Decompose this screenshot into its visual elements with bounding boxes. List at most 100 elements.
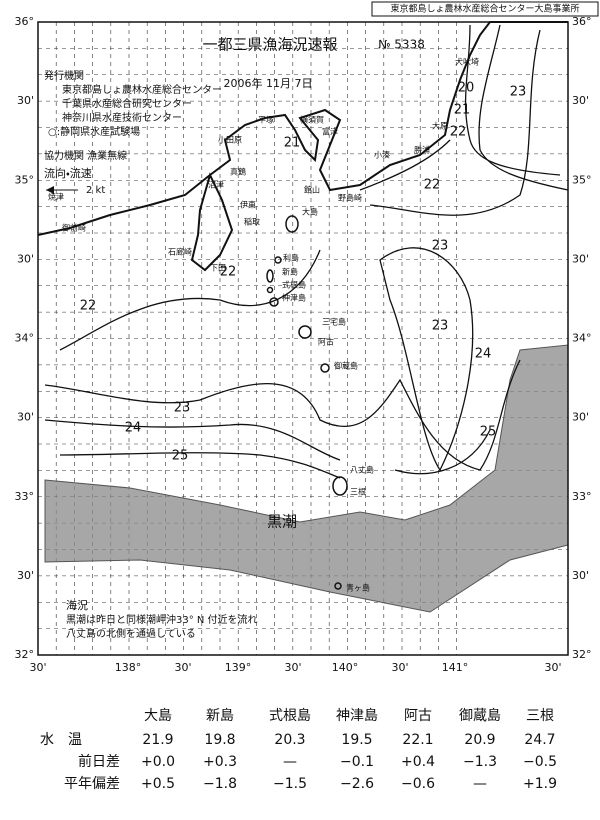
legend-arrowhead xyxy=(46,186,54,194)
longitude-label: 30' xyxy=(284,661,301,674)
table-cell: 20.3 xyxy=(274,732,305,748)
table-cell: — xyxy=(473,776,487,792)
latitude-label: 32° xyxy=(15,648,35,661)
stamp-box xyxy=(371,1,599,17)
latitude-label: 32° xyxy=(572,648,592,661)
table-header: 式根島 xyxy=(269,708,311,724)
kuroshio-label: 黒潮 xyxy=(267,513,297,531)
row-label: 平年偏差 xyxy=(64,776,120,792)
table-cell: 19.8 xyxy=(204,732,235,748)
place-name: 下田 xyxy=(210,264,226,273)
place-name: 利島 xyxy=(283,253,299,263)
row-label: 前日差 xyxy=(78,753,120,770)
isotherm-label: 23 xyxy=(432,319,449,334)
place-name: 館山 xyxy=(304,185,320,195)
table-header: 阿古 xyxy=(404,708,432,724)
kuroshio-band xyxy=(44,344,569,613)
table-cell: 20.9 xyxy=(464,732,495,748)
latitude-label: 35° xyxy=(572,173,592,186)
isotherm-label: 25 xyxy=(480,425,497,440)
place-name: 大原 xyxy=(432,121,448,131)
table-cell: 24.7 xyxy=(524,732,555,748)
isotherm-label: 25 xyxy=(172,449,189,464)
latitude-label: 30' xyxy=(17,252,34,265)
latitude-label: 30' xyxy=(17,94,34,107)
latitude-label: 33° xyxy=(15,490,35,503)
place-name: 阿古 xyxy=(318,337,334,347)
isotherm-label: 21 xyxy=(284,136,301,151)
table-cell: −1.5 xyxy=(273,776,307,792)
table-cell: +0.4 xyxy=(401,754,435,770)
table-cell: +0.5 xyxy=(141,776,175,792)
table-header: 三根 xyxy=(526,708,554,724)
place-name: 小田原 xyxy=(218,136,242,145)
title: 一都三県漁海況速報 xyxy=(202,36,337,54)
longitude-label: 141° xyxy=(442,661,469,674)
table-header: 新島 xyxy=(206,708,234,724)
place-name: 勝浦 xyxy=(414,145,430,155)
place-name: 神津島 xyxy=(282,293,306,303)
table-header: 御蔵島 xyxy=(459,708,501,724)
place-name: 野島崎 xyxy=(338,193,362,203)
date: 2006年 11月 7日 xyxy=(224,76,313,90)
longitude-label: 139° xyxy=(225,661,252,674)
longitude-label: 30' xyxy=(29,661,46,674)
stamp: 東京都島しょ農林水産総合センター大島事業所 xyxy=(390,3,579,15)
report-number: № 5338 xyxy=(378,38,425,52)
legend-scale: 2 kt xyxy=(86,185,105,196)
table-cell: −2.6 xyxy=(340,776,374,792)
table-cell: +1.9 xyxy=(523,776,557,792)
islands xyxy=(266,215,348,590)
map-frame xyxy=(37,21,569,656)
issuer: 神奈川県水産技術センター xyxy=(62,111,182,124)
place-name: 式根島 xyxy=(282,280,306,290)
table-cell: +0.0 xyxy=(141,754,175,770)
place-name: 稲取 xyxy=(244,217,260,227)
longitude-label: 30' xyxy=(174,661,191,674)
place-name: 御蔵島 xyxy=(334,361,358,371)
longitude-label: 30' xyxy=(391,661,408,674)
note-heading: 海況 xyxy=(66,598,88,612)
longitude-label: 140° xyxy=(332,661,359,674)
place-name: 横須賀 xyxy=(300,115,324,125)
table-cell: — xyxy=(283,754,297,770)
isotherm-label: 24 xyxy=(475,347,492,362)
latitude-label: 30' xyxy=(572,94,589,107)
latitude-label: 30' xyxy=(572,252,589,265)
place-name: 青ヶ島 xyxy=(346,583,370,593)
isotherm-label: 23 xyxy=(510,85,527,100)
table-cell: −1.3 xyxy=(463,754,497,770)
longitude-label: 138° xyxy=(115,661,142,674)
note-line: 黒潮は昨日と同様潮岬沖33° N 付近を流れ xyxy=(66,613,258,626)
place-name: 八丈島 xyxy=(350,465,374,475)
latitude-label: 30' xyxy=(17,569,34,582)
place-name: 小湊 xyxy=(374,150,390,160)
latitude-label: 36° xyxy=(15,15,35,28)
isotherm-label: 23 xyxy=(432,239,449,254)
place-name: 三根 xyxy=(350,487,366,497)
table-cell: −0.1 xyxy=(340,754,374,770)
row-label: 水 温 xyxy=(40,732,82,748)
isotherm-label: 20 xyxy=(458,81,475,96)
place-name: 大島 xyxy=(302,207,318,217)
table-cell: −0.5 xyxy=(523,754,557,770)
table-cell: 21.9 xyxy=(142,732,173,748)
table-cell: 19.5 xyxy=(341,732,372,748)
latitude-label: 36° xyxy=(572,15,592,28)
issuer: ○:静岡県水産試験場 xyxy=(48,125,140,138)
latitude-label: 34° xyxy=(572,332,592,345)
isotherm-label: 22 xyxy=(220,265,237,280)
table-cell: 22.1 xyxy=(402,732,433,748)
issuer: 千葉県水産総合研究センター xyxy=(62,97,192,110)
isotherms xyxy=(44,24,569,479)
izu-peninsula xyxy=(190,172,234,272)
latitude-label: 30' xyxy=(17,411,34,424)
place-name: 石廊崎 xyxy=(168,247,192,257)
place-name: 新島 xyxy=(282,267,298,277)
latitude-label: 33° xyxy=(572,490,592,503)
isotherm-label: 22 xyxy=(424,178,441,193)
place-name: 伊東 xyxy=(240,200,256,210)
table-cell: −1.8 xyxy=(203,776,237,792)
